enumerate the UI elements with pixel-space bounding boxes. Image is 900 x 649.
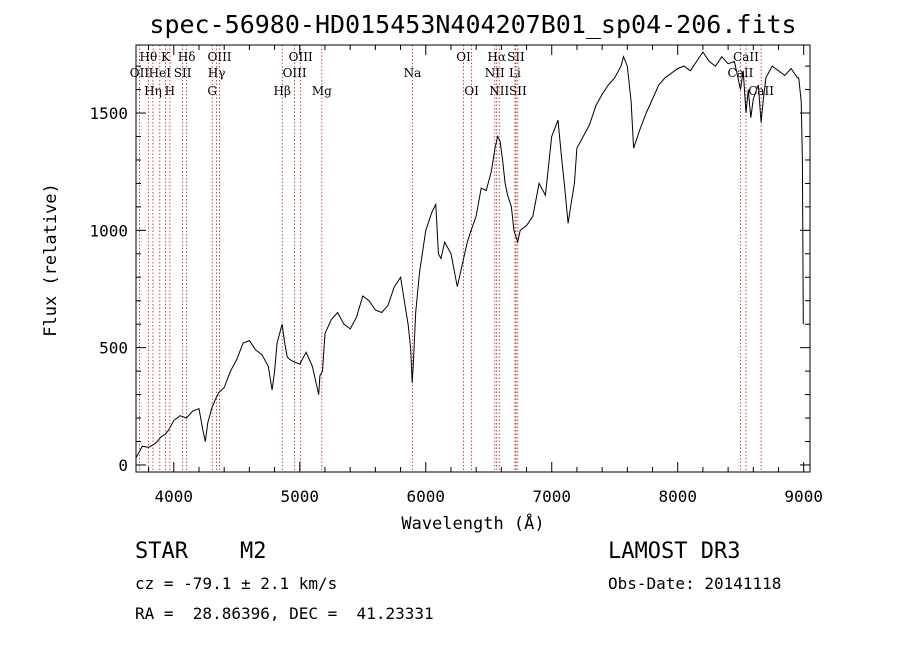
x-tick-label: 6000 xyxy=(406,487,445,506)
x-axis: 4000 5000 6000 7000 8000 9000 xyxy=(148,45,823,506)
line-label: NII xyxy=(489,84,509,98)
line-label: Hα xyxy=(487,50,506,64)
x-tick-label: 7000 xyxy=(532,487,571,506)
line-label: CaII xyxy=(733,50,759,64)
spectrum-series-line xyxy=(135,51,804,459)
y-tick-label: 0 xyxy=(118,456,128,475)
line-label: Hβ xyxy=(274,84,291,98)
line-label: SII xyxy=(509,84,527,98)
y-axis: 0 500 1000 1500 xyxy=(89,65,810,475)
line-label: Hθ xyxy=(139,50,157,64)
x-tick-label: 4000 xyxy=(155,487,194,506)
line-label: OII xyxy=(130,66,150,80)
line-label: SII xyxy=(174,66,192,80)
observation-date: Obs-Date: 20141118 xyxy=(608,574,782,593)
line-label: OIII xyxy=(283,66,307,80)
object-class: STAR xyxy=(135,539,188,564)
line-label: HeI xyxy=(149,66,172,80)
line-label: OI xyxy=(464,84,479,98)
line-label: Hη xyxy=(144,84,162,98)
x-tick-label: 8000 xyxy=(658,487,697,506)
line-label: G xyxy=(207,84,217,98)
object-subclass: M2 xyxy=(240,539,267,564)
x-tick-label: 5000 xyxy=(281,487,320,506)
chart-title: spec-56980-HD015453N404207B01_sp04-206.f… xyxy=(149,10,796,39)
x-tick-label: 9000 xyxy=(784,487,823,506)
survey-name: LAMOST DR3 xyxy=(608,539,741,564)
line-label: Hδ xyxy=(178,50,196,64)
line-label: H xyxy=(165,84,175,98)
y-axis-label: Flux (relative) xyxy=(41,183,61,337)
line-label: CaII xyxy=(748,84,774,98)
line-label: Li xyxy=(509,66,521,80)
x-axis-label: Wavelength (Å) xyxy=(401,512,544,534)
line-label: CaII xyxy=(728,66,754,80)
y-tick-label: 1000 xyxy=(89,221,128,240)
line-label: SII xyxy=(507,50,525,64)
line-label: Mg xyxy=(312,84,332,98)
y-tick-label: 1500 xyxy=(89,104,128,123)
line-label: OI xyxy=(456,50,471,64)
y-tick-label: 500 xyxy=(99,339,128,358)
redshift-cz: cz = -79.1 ± 2.1 km/s xyxy=(135,574,338,593)
line-label: Na xyxy=(404,66,422,80)
line-label: Hγ xyxy=(208,66,226,80)
plot-frame xyxy=(135,44,811,473)
coordinates: RA = 28.86396, DEC = 41.23331 xyxy=(135,604,434,623)
line-label: OIII xyxy=(207,50,231,64)
line-label: K xyxy=(161,50,171,64)
line-label: OIII xyxy=(289,50,313,64)
line-label: NII xyxy=(485,66,505,80)
